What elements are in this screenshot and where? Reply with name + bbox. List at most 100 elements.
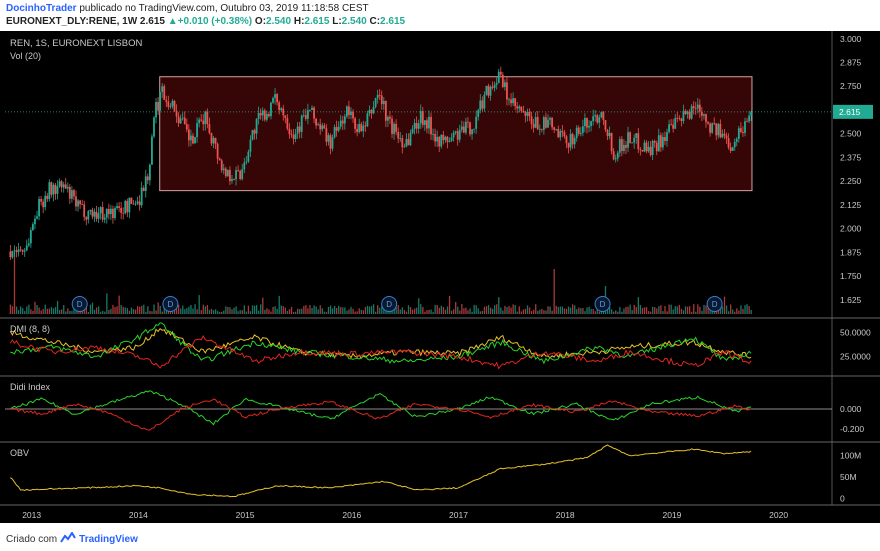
volume-bar (721, 306, 724, 314)
candle-body (380, 95, 383, 105)
candle-body (666, 132, 668, 141)
candle-body (514, 98, 517, 107)
candle-body (284, 115, 287, 119)
author-name[interactable]: DocinhoTrader (6, 3, 77, 14)
candle-body (231, 179, 233, 182)
candle-body (300, 115, 303, 132)
volume-bar (611, 309, 613, 314)
volume-bar (251, 305, 254, 314)
volume-bar (744, 305, 746, 314)
candle-body (452, 132, 455, 138)
volume-bar (418, 298, 420, 314)
candle-body (382, 101, 385, 105)
volume-bar (699, 306, 701, 314)
candle-body (36, 216, 38, 219)
candle-body (690, 106, 693, 119)
candle-body (446, 136, 449, 142)
candle-body (222, 168, 225, 171)
candle-body (703, 114, 705, 116)
volume-bar (723, 296, 726, 314)
volume-bar (214, 309, 217, 314)
volume-bar (151, 311, 153, 314)
time-tick-label: 2015 (236, 510, 255, 520)
chart-svg[interactable]: 3.0002.8752.7502.6252.5002.3752.2502.125… (0, 31, 880, 523)
candle-body (487, 85, 490, 96)
candle-body (395, 123, 398, 132)
volume-bar (379, 307, 381, 314)
volume-bar (450, 310, 453, 314)
candle-body (341, 120, 344, 124)
candle-body (536, 117, 539, 130)
candle-body (105, 208, 108, 218)
candle-body (247, 151, 250, 162)
candle-body (737, 128, 740, 139)
candle-body (21, 249, 24, 252)
candle-body (218, 158, 221, 161)
candle-body (124, 200, 127, 214)
candle-body (397, 131, 400, 139)
candle-body (493, 84, 496, 88)
volume-bar (409, 307, 412, 314)
candle-body (489, 86, 492, 96)
volume-bar (436, 305, 438, 314)
volume-bar (649, 311, 652, 314)
tradingview-link[interactable]: TradingView (79, 533, 138, 545)
chart-area[interactable]: 3.0002.8752.7502.6252.5002.3752.2502.125… (0, 31, 880, 523)
dmi-title: DMI (8, 8) (10, 324, 50, 334)
volume-bar (112, 304, 114, 314)
candle-body (750, 111, 753, 116)
volume-bar (705, 305, 707, 314)
volume-bar (329, 305, 332, 314)
candle-body (50, 182, 53, 195)
candle-body (389, 116, 391, 119)
candle-body (522, 110, 525, 113)
volume-bar (448, 295, 451, 314)
candle-body (742, 131, 744, 133)
last-price-tag-label: 2.615 (839, 107, 861, 117)
volume-bar (485, 306, 488, 314)
volume-bar (399, 309, 401, 314)
candle-body (19, 249, 22, 251)
candle-body (524, 112, 527, 116)
high-label: H: (293, 16, 305, 27)
candle-body (62, 184, 65, 188)
candle-body (360, 124, 363, 132)
candle-body (436, 136, 439, 142)
candle-body (565, 136, 568, 144)
candle-body (202, 120, 205, 125)
candle-body (676, 117, 679, 119)
candle-body (391, 118, 393, 134)
volume-bar (662, 311, 664, 314)
volume-bar (268, 309, 270, 314)
volume-bar (344, 307, 346, 314)
candle-body (44, 195, 47, 208)
volume-bar (555, 305, 557, 314)
volume-bar (46, 308, 48, 314)
volume-bar (578, 307, 580, 314)
volume-bar (522, 309, 525, 314)
time-tick-label: 2013 (22, 510, 41, 520)
candle-body (698, 104, 701, 112)
candle-body (372, 106, 375, 114)
volume-bar (276, 308, 278, 314)
candle-body (662, 137, 664, 148)
candle-body (274, 94, 276, 99)
candle-body (547, 119, 549, 128)
candle-body (713, 123, 716, 125)
low-value: 2.540 (341, 16, 367, 27)
candle-body (352, 111, 354, 119)
candle-body (639, 149, 642, 151)
indicator-series-line (10, 322, 752, 365)
tradingview-logo-icon (60, 531, 76, 546)
candle-body (177, 116, 180, 124)
volume-bar (742, 308, 744, 314)
volume-bar (272, 306, 274, 314)
volume-bar (407, 305, 410, 314)
volume-bar (654, 307, 656, 314)
candle-body (204, 111, 207, 125)
open-label: O: (254, 16, 267, 27)
volume-bar (461, 304, 463, 314)
candle-body (329, 135, 332, 149)
candle-body (469, 122, 471, 135)
volume-bar (569, 307, 572, 314)
